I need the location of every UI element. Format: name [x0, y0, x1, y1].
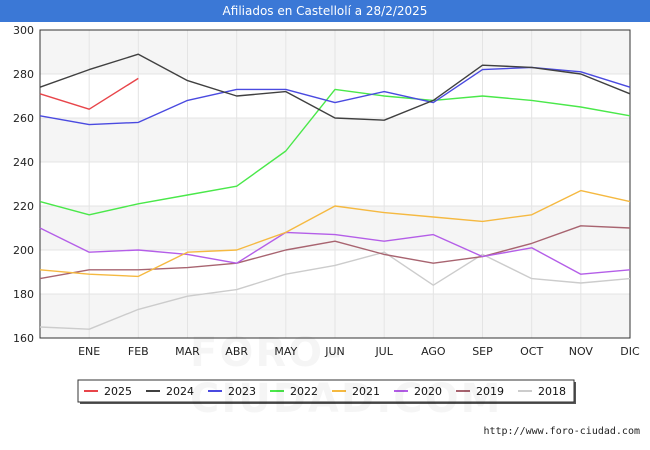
series-line-2025 [39, 77, 139, 110]
y-tick-label: 240 [13, 156, 34, 169]
legend-label-2022: 2022 [290, 385, 318, 398]
legend-label-2019: 2019 [476, 385, 504, 398]
x-tick-label: JUL [374, 345, 393, 358]
source-credit: http://www.foro-ciudad.com [483, 426, 640, 437]
legend-label-2024: 2024 [166, 385, 194, 398]
x-tick-label: MAR [175, 345, 200, 358]
y-tick-label: 260 [13, 112, 34, 125]
x-tick-label: SEP [472, 345, 493, 358]
series-line-2019 [39, 225, 631, 280]
x-tick-label: DIC [620, 345, 640, 358]
legend-label-2021: 2021 [352, 385, 380, 398]
x-tick-label: MAY [274, 345, 297, 358]
x-tick-label: ENE [78, 345, 100, 358]
y-tick-label: 280 [13, 68, 34, 81]
legend-label-2018: 2018 [538, 385, 566, 398]
legend: 2025 2024 2023 2022 2021 2020 2019 2018 [77, 379, 576, 404]
x-tick-label: JUN [324, 345, 345, 358]
y-axis-ticks: 160 180 200 220 240 260 280 300 [13, 24, 34, 345]
legend-label-2020: 2020 [414, 385, 442, 398]
y-tick-label: 220 [13, 200, 34, 213]
series-line-2018 [39, 251, 631, 330]
y-tick-label: 160 [13, 332, 34, 345]
x-tick-label: AGO [421, 345, 446, 358]
y-tick-label: 300 [13, 24, 34, 37]
x-tick-label: FEB [128, 345, 149, 358]
x-tick-label: OCT [520, 345, 543, 358]
chart-title: Afiliados en Castellolí a 28/2/2025 [0, 0, 650, 22]
series-line-2022 [39, 88, 631, 216]
series-lines [39, 53, 631, 330]
legend-box [77, 379, 575, 403]
series-line-2021 [39, 189, 631, 278]
x-tick-label: NOV [569, 345, 594, 358]
series-line-2024 [39, 53, 631, 121]
legend-label-2023: 2023 [228, 385, 256, 398]
legend-label-2025: 2025 [104, 385, 132, 398]
y-tick-label: 200 [13, 244, 34, 257]
x-tick-label: ABR [225, 345, 248, 358]
y-tick-label: 180 [13, 288, 34, 301]
plot-border [39, 29, 631, 339]
x-axis-ticks: ENE FEB MAR ABR MAY JUN JUL AGO SEP OCT NOV DIC [78, 345, 640, 358]
series-line-2020 [39, 227, 631, 275]
